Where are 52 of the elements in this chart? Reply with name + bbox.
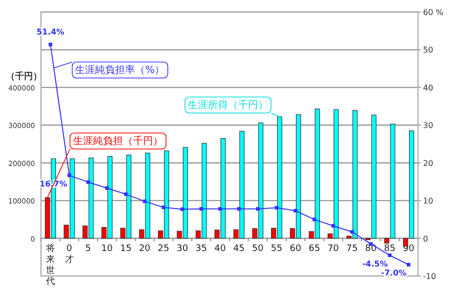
x-tick-label: 30 [176, 244, 188, 254]
point [331, 224, 335, 228]
point [294, 208, 298, 213]
y2-tick-label: 30 [423, 121, 434, 130]
y2-tick-label: 20 [423, 158, 434, 168]
x-tick-label: 20 [138, 244, 151, 254]
point [67, 174, 72, 178]
x-tick-label: 75 [346, 244, 358, 254]
x-tick-label: 85 [384, 244, 396, 254]
point [105, 186, 109, 190]
y-axis-title: （千円） [6, 71, 42, 82]
point [199, 207, 204, 211]
x-tick-label: 50 [252, 244, 264, 254]
series-label: 生涯所得（千円） [188, 99, 268, 111]
point [142, 200, 146, 204]
x-tick-label: 将来世代 [44, 243, 55, 287]
y2-tick-label: -10 [423, 272, 436, 281]
point [406, 262, 410, 266]
x-tick-label: 40 [214, 244, 226, 254]
x-tick-label: 25 [158, 244, 170, 254]
point [86, 180, 90, 184]
point [162, 206, 166, 210]
y2-tick-label: 60 % [423, 8, 444, 17]
y2-tick-label: 0 [423, 234, 428, 244]
point [388, 253, 392, 258]
point [237, 207, 241, 211]
data-label: 51.4% [36, 27, 64, 36]
point [312, 218, 316, 222]
x-tick-label: 60 [290, 244, 302, 254]
x-tick-label: 55 [270, 244, 282, 254]
x-tick-label: 0才 [64, 244, 74, 265]
legend-label: 生涯純負担率（%） [75, 64, 165, 76]
data-label: -7.0% [381, 268, 407, 278]
x-tick-label: 15 [120, 244, 132, 254]
y2-tick-label: 10 [423, 196, 434, 206]
x-tick-label: 45 [233, 244, 245, 254]
point [180, 207, 184, 212]
point [48, 42, 52, 46]
point [218, 207, 222, 211]
x-tick-label: 35 [196, 244, 207, 254]
y2-tick-label: 50 [423, 46, 434, 55]
x-tick-label: 5 [85, 244, 91, 254]
point [274, 206, 278, 210]
point [256, 207, 260, 211]
x-tick-label: 80 [365, 244, 377, 254]
point [350, 230, 354, 234]
point [124, 192, 128, 196]
y2-tick-label: 40 [423, 83, 434, 92]
x-tick-label: 65 [308, 244, 320, 254]
x-tick-label: 70 [327, 244, 340, 254]
x-tick-label: 10 [101, 244, 113, 254]
data-label: -4.5% [362, 259, 388, 268]
